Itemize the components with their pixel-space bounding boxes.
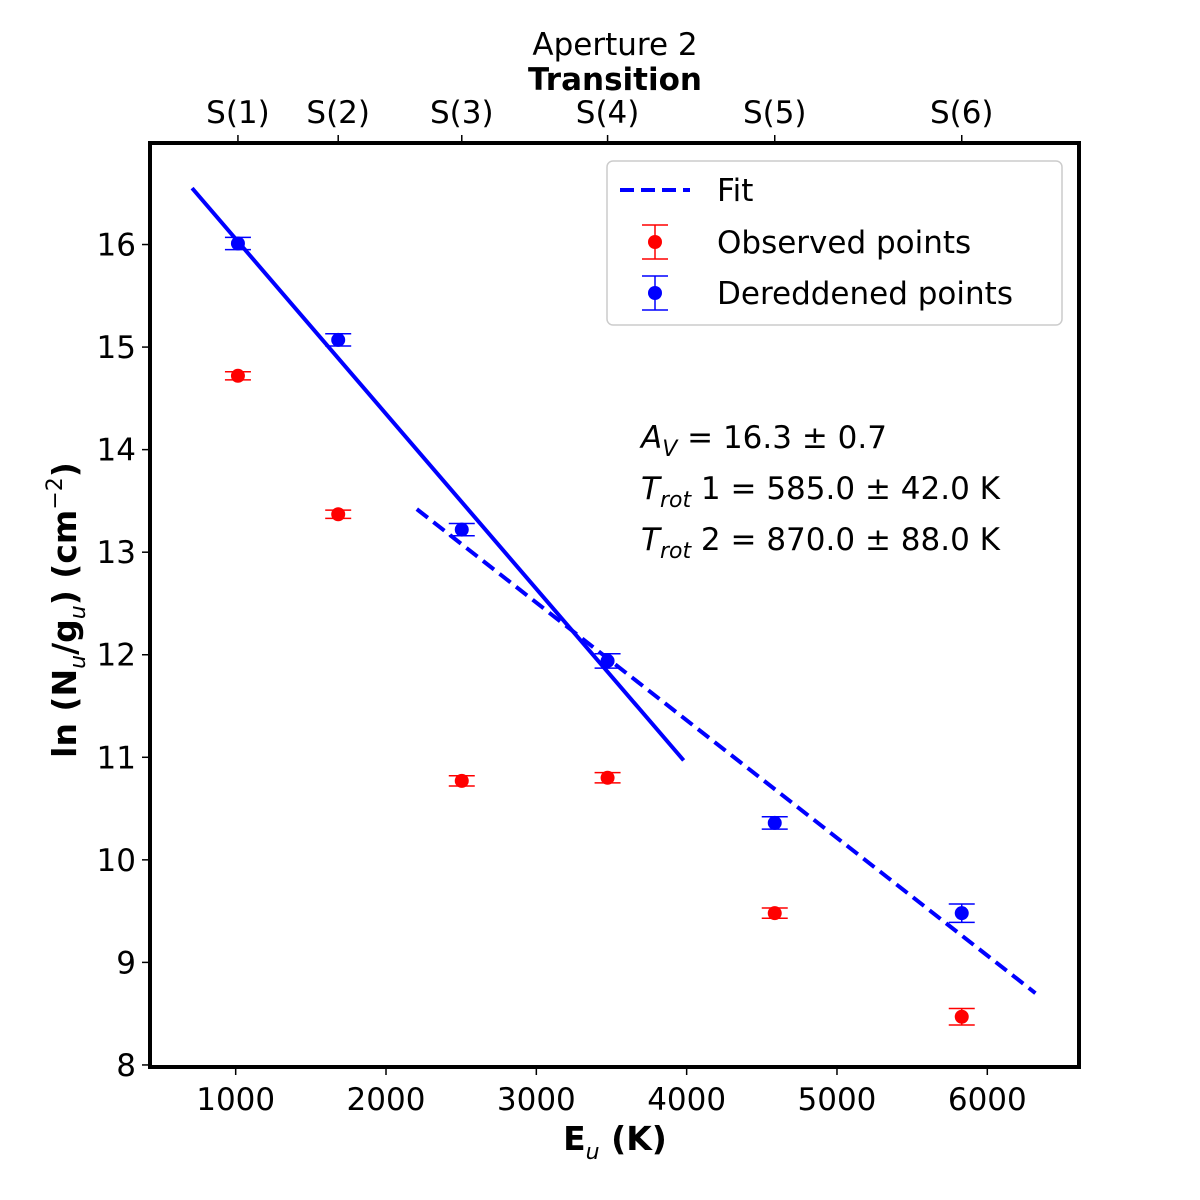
top-axis-title: Transition	[528, 62, 702, 98]
legend: Fit Observed points Dereddened points	[606, 160, 1063, 326]
chart-title: Aperture 2	[532, 27, 697, 63]
fit-line-solid	[190, 186, 686, 762]
y-tick-label: 13	[97, 535, 136, 571]
dereddened-points-point	[761, 815, 788, 830]
y-tick-label: 9	[116, 945, 136, 981]
x-axis-title: Eu (K)	[563, 1119, 667, 1165]
y-axis-ticks: 8 9 10 11 12 13 14 15 16	[97, 228, 150, 1084]
data-points	[224, 236, 975, 1026]
plot-frame	[148, 141, 1081, 1069]
top-tick-label: S(3)	[430, 95, 494, 131]
top-axis-ticks: S(1) S(2) S(3) S(4) S(5) S(6)	[206, 95, 994, 143]
fit-lines	[190, 186, 1037, 995]
x-tick-label: 6000	[948, 1082, 1027, 1118]
legend-label-observed: Observed points	[717, 225, 971, 261]
top-tick-label: S(4)	[576, 95, 640, 131]
annotation-av: AV = 16.3 ± 0.7	[639, 420, 887, 462]
dereddened-points-point	[325, 332, 352, 347]
x-tick-label: 2000	[347, 1082, 426, 1118]
dereddened-points-point	[948, 903, 975, 924]
y-axis-title: ln (Nu/gu) (cm−2)	[43, 462, 91, 758]
y-tick-label: 15	[97, 330, 136, 366]
x-axis-ticks: 1000 2000 3000 4000 5000 6000	[196, 1067, 1027, 1118]
x-tick-label: 5000	[798, 1082, 877, 1118]
x-tick-label: 4000	[647, 1082, 726, 1118]
top-tick-label: S(6)	[930, 95, 994, 131]
dereddened-points-point	[448, 522, 475, 537]
top-tick-label: S(5)	[743, 95, 807, 131]
observed-points-point	[325, 507, 352, 522]
y-tick-label: 11	[97, 740, 136, 776]
legend-observed-swatch	[642, 224, 668, 260]
legend-label-fit: Fit	[717, 173, 753, 209]
fit-annotations: AV = 16.3 ± 0.7 Trot 1 = 585.0 ± 42.0 K …	[639, 420, 1001, 564]
dereddened-points-point	[224, 236, 251, 251]
legend-dereddened-swatch	[642, 275, 668, 311]
legend-label-dereddened: Dereddened points	[717, 276, 1013, 312]
fit-line-dashed	[415, 507, 1037, 995]
y-tick-label: 14	[97, 433, 136, 469]
y-tick-label: 10	[97, 843, 136, 879]
observed-points-point	[761, 906, 788, 921]
observed-points-point	[448, 773, 475, 788]
observed-points-point	[224, 368, 251, 383]
annotation-trot2: Trot 2 = 870.0 ± 88.0 K	[641, 522, 1001, 564]
observed-points-point	[594, 770, 621, 785]
annotation-trot1: Trot 1 = 585.0 ± 42.0 K	[641, 471, 1001, 513]
top-tick-label: S(2)	[306, 95, 370, 131]
y-tick-label: 16	[97, 228, 136, 264]
x-tick-label: 1000	[196, 1082, 275, 1118]
y-tick-label: 8	[116, 1048, 136, 1084]
legend-box	[606, 160, 1063, 326]
x-tick-label: 3000	[497, 1082, 576, 1118]
observed-points-point	[948, 1007, 975, 1026]
top-tick-label: S(1)	[206, 95, 270, 131]
y-tick-label: 12	[97, 638, 136, 674]
dereddened-points-point	[594, 652, 621, 669]
